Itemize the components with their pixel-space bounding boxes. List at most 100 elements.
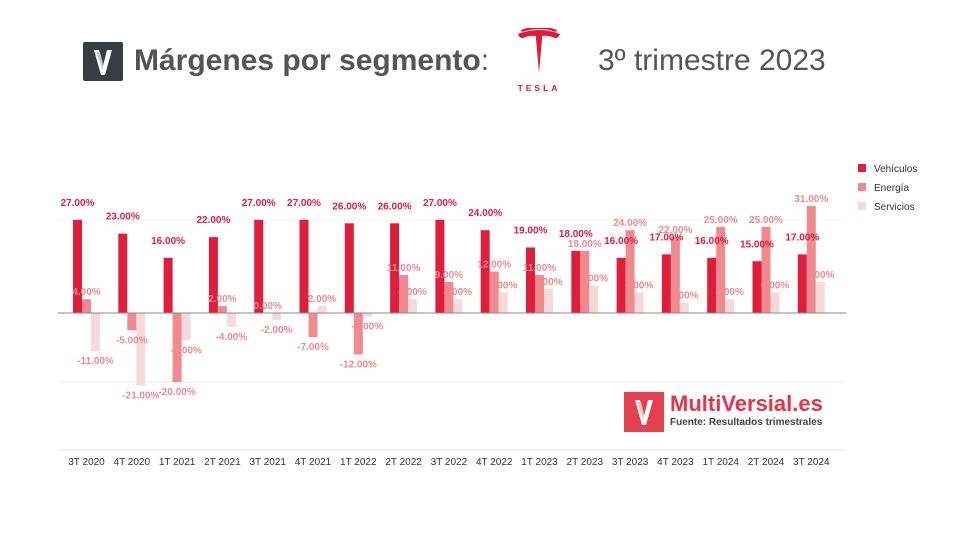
bar-energía-15 xyxy=(761,226,771,313)
data-label-servicios-8: 4.00% xyxy=(444,287,472,298)
data-label-energía-6: -12.00% xyxy=(340,359,377,370)
x-tick-label-3: 2T 2021 xyxy=(204,457,241,468)
bar-servicios-5 xyxy=(317,306,327,313)
x-tick-label-10: 1T 2023 xyxy=(521,457,558,468)
bar-energía-9 xyxy=(489,271,499,313)
data-label-servicios-3: -4.00% xyxy=(216,332,248,343)
x-tick-label-9: 4T 2022 xyxy=(476,457,513,468)
legend-swatch-vehículos xyxy=(858,164,866,172)
bar-servicios-12 xyxy=(634,292,644,313)
data-label-servicios-14: 4.00% xyxy=(716,287,744,298)
data-label-energía-5: -7.00% xyxy=(297,342,329,353)
bar-vehículos-13 xyxy=(661,254,671,313)
data-label-vehículos-0: 27.00% xyxy=(61,198,95,209)
data-label-energía-3: 2.00% xyxy=(208,294,236,305)
margins-chart: 27.00% 4.00% -11.00% 23.00% -5.00% -21.00% 16.… xyxy=(58,164,917,468)
data-label-servicios-16: 9.00% xyxy=(806,270,834,281)
bar-energía-5 xyxy=(308,313,318,338)
bar-servicios-2 xyxy=(181,313,191,341)
bar-servicios-6 xyxy=(362,313,372,317)
tesla-wordmark: TESLA xyxy=(518,83,561,93)
data-label-energía-8: 9.00% xyxy=(435,270,463,281)
data-label-vehículos-5: 27.00% xyxy=(287,198,321,209)
data-label-vehículos-12: 16.00% xyxy=(604,236,638,247)
bar-energía-11 xyxy=(580,250,590,313)
data-label-vehículos-15: 15.00% xyxy=(740,239,774,250)
bar-vehículos-16 xyxy=(797,254,807,313)
data-label-servicios-2: -8.00% xyxy=(170,346,202,357)
bar-energía-14 xyxy=(716,226,726,313)
bar-vehículos-12 xyxy=(616,257,626,313)
bar-servicios-10 xyxy=(544,288,553,313)
data-label-vehículos-10: 19.00% xyxy=(514,225,548,236)
bar-energía-0 xyxy=(82,299,91,313)
data-label-energía-12: 24.00% xyxy=(613,218,647,229)
data-label-energía-4: 0.00% xyxy=(254,301,282,312)
bar-servicios-13 xyxy=(679,302,689,313)
bar-energía-2 xyxy=(172,313,182,382)
data-label-energía-14: 25.00% xyxy=(704,215,738,226)
x-tick-label-14: 1T 2024 xyxy=(702,457,739,468)
data-label-vehículos-1: 23.00% xyxy=(106,212,140,223)
legend-swatch-servicios xyxy=(858,202,866,210)
data-label-vehículos-13: 17.00% xyxy=(649,232,683,243)
data-label-vehículos-14: 16.00% xyxy=(695,236,729,247)
multiversial-m-icon xyxy=(83,42,123,81)
bar-vehículos-9 xyxy=(480,230,490,313)
data-label-energía-1: -5.00% xyxy=(116,335,148,346)
x-tick-label-7: 2T 2022 xyxy=(385,457,422,468)
data-label-servicios-9: 6.00% xyxy=(489,280,517,291)
x-tick-label-4: 3T 2021 xyxy=(249,457,286,468)
x-tick-label-16: 3T 2024 xyxy=(793,457,830,468)
data-label-servicios-0: -11.00% xyxy=(77,356,114,367)
x-tick-label-11: 2T 2023 xyxy=(567,457,604,468)
data-label-vehículos-11: 18.00% xyxy=(559,229,593,240)
data-label-vehículos-6: 26.00% xyxy=(332,201,366,212)
x-tick-label-2: 1T 2021 xyxy=(159,457,196,468)
data-label-vehículos-16: 17.00% xyxy=(785,232,819,243)
data-label-servicios-10: 7.00% xyxy=(534,277,562,288)
bar-energía-13 xyxy=(670,237,680,313)
data-label-energía-2: -20.00% xyxy=(158,387,195,398)
data-label-energía-13: 22.00% xyxy=(658,225,692,236)
x-tick-label-0: 3T 2020 xyxy=(68,457,105,468)
bar-servicios-15 xyxy=(770,292,780,313)
bar-energía-16 xyxy=(806,206,816,313)
bar-vehículos-7 xyxy=(390,223,400,313)
bar-vehículos-4 xyxy=(254,219,264,313)
data-label-servicios-11: 8.00% xyxy=(580,273,608,284)
bar-vehículos-14 xyxy=(707,257,717,313)
data-label-servicios-15: 6.00% xyxy=(761,280,789,291)
bar-vehículos-1 xyxy=(118,233,128,313)
data-label-energía-15: 25.00% xyxy=(749,215,783,226)
data-label-servicios-7: 4.00% xyxy=(398,287,426,298)
bar-vehículos-0 xyxy=(73,219,82,313)
bar-energía-8 xyxy=(444,281,454,313)
x-tick-label-13: 4T 2023 xyxy=(657,457,694,468)
legend-label-energía: Energía xyxy=(874,183,909,194)
bar-energía-6 xyxy=(353,313,363,355)
data-label-vehículos-3: 22.00% xyxy=(196,215,230,226)
data-label-vehículos-8: 27.00% xyxy=(423,198,457,209)
data-label-energía-11: 18.00% xyxy=(568,239,602,250)
data-label-servicios-5: 2.00% xyxy=(308,294,336,305)
bar-energía-10 xyxy=(535,275,544,313)
bar-servicios-7 xyxy=(408,299,418,313)
bar-energía-12 xyxy=(625,230,635,313)
bar-energía-3 xyxy=(217,306,227,313)
bar-servicios-11 xyxy=(589,285,599,313)
bar-energía-7 xyxy=(399,275,409,313)
bar-vehículos-10 xyxy=(526,247,535,313)
x-tick-label-8: 3T 2022 xyxy=(431,457,468,468)
data-label-vehículos-4: 27.00% xyxy=(242,198,276,209)
bar-vehículos-6 xyxy=(344,223,354,313)
bar-vehículos-8 xyxy=(435,219,445,313)
bar-vehículos-15 xyxy=(752,261,762,313)
data-label-vehículos-2: 16.00% xyxy=(151,236,185,247)
x-tick-label-6: 1T 2022 xyxy=(340,457,377,468)
multiversial-m-icon xyxy=(624,392,664,432)
x-tick-label-5: 4T 2021 xyxy=(295,457,332,468)
x-tick-label-12: 3T 2023 xyxy=(612,457,649,468)
bar-servicios-1 xyxy=(136,313,146,386)
brand-source: Fuente: Resultados trimestrales xyxy=(670,417,823,428)
